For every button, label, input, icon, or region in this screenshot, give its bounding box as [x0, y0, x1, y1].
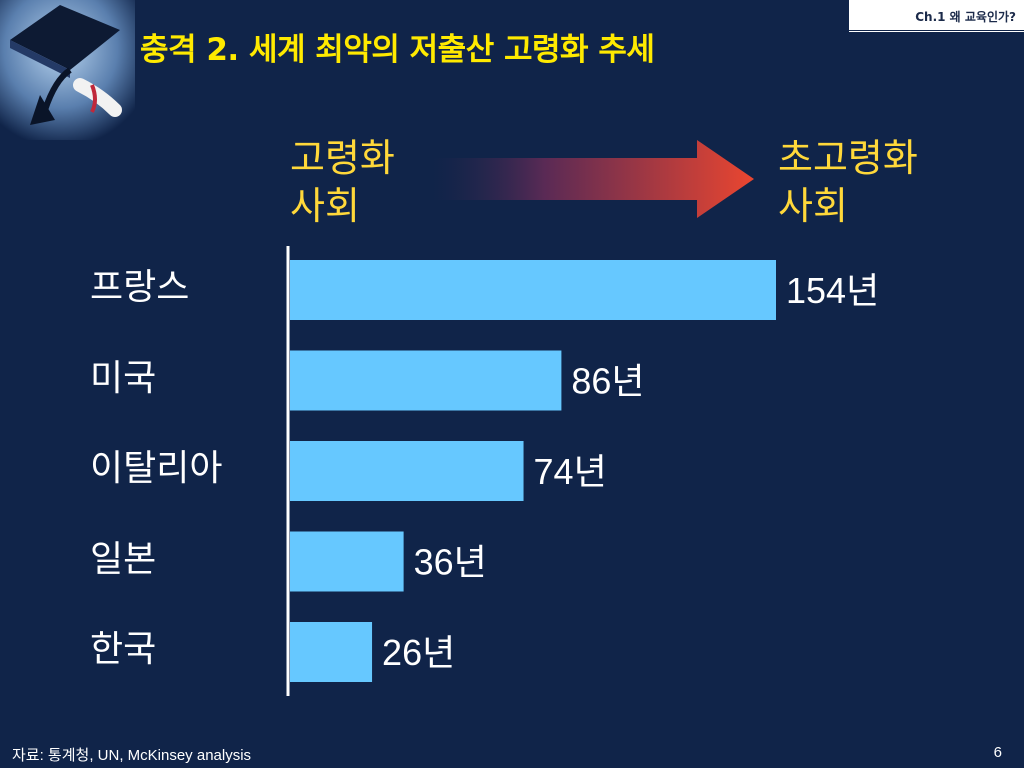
stage-from-label: 고령화 사회 [290, 136, 395, 228]
category-label: 이탈리아 [90, 448, 223, 489]
bar-value-label: 154년 [786, 270, 879, 311]
bar-5 [290, 622, 373, 682]
source-note: 자료: 통계청, UN, McKinsey analysis [12, 747, 252, 764]
category-label: 일본 [90, 538, 157, 580]
chapter-label: Ch.1 왜 교육인가? [915, 10, 1016, 24]
bar-value-label: 36년 [414, 542, 487, 583]
category-label: 프랑스 [90, 267, 190, 308]
page-number: 6 [993, 744, 1002, 761]
stage-to-label: 초고령화 사회 [778, 136, 918, 228]
bar-value-label: 26년 [382, 632, 455, 673]
category-label: 미국 [90, 357, 157, 399]
bar-4 [290, 531, 404, 592]
transition-arrow-icon [432, 140, 754, 218]
bar-1 [290, 260, 776, 320]
slide-title: 충격 2. 세계 최악의 저출산 고령화 추세 [140, 32, 655, 68]
bar-value-label: 86년 [571, 361, 644, 402]
bar-value-label: 74년 [534, 451, 607, 492]
bar-2 [290, 350, 562, 411]
chapter-header-box [849, 0, 1024, 30]
bar-3 [290, 441, 524, 501]
chapter-header-rule [849, 31, 1024, 32]
category-label: 한국 [90, 629, 157, 670]
graduation-cap-image [0, 0, 135, 140]
